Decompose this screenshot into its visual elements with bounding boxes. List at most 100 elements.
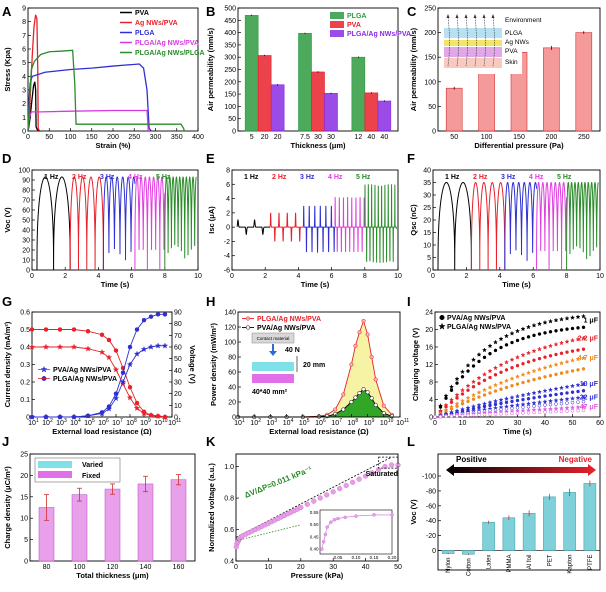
x-tick-label: 4 bbox=[96, 273, 100, 280]
data-point bbox=[325, 414, 330, 419]
x-tick-label: 100 bbox=[74, 564, 86, 571]
x-tick-label: 10 bbox=[348, 420, 356, 427]
data-point bbox=[493, 389, 498, 393]
data-point bbox=[162, 414, 168, 420]
waveform-segment-4 bbox=[566, 181, 599, 271]
data-point bbox=[356, 476, 362, 482]
legend-label: 2 Hz bbox=[272, 174, 287, 181]
bar bbox=[575, 32, 593, 132]
data-point bbox=[499, 345, 503, 350]
x-tick-label: 10 bbox=[98, 420, 106, 427]
x-axis-label: External load resistance (Ω) bbox=[269, 427, 369, 436]
data-point bbox=[564, 315, 570, 321]
data-point bbox=[569, 315, 576, 320]
data-point bbox=[455, 381, 459, 385]
data-point bbox=[471, 384, 476, 389]
data-point bbox=[515, 398, 520, 403]
data-point bbox=[492, 398, 499, 404]
data-point bbox=[28, 343, 36, 350]
bar bbox=[445, 87, 463, 132]
x-tick-label: 10 bbox=[364, 420, 372, 427]
data-point bbox=[515, 382, 520, 386]
x-tick-label: 60 bbox=[596, 420, 604, 427]
data-point bbox=[42, 343, 50, 350]
data-point bbox=[120, 370, 126, 375]
data-point bbox=[553, 405, 559, 411]
y-tick-label: 0 bbox=[432, 129, 436, 136]
inset-pointer bbox=[236, 524, 301, 541]
capacitor-label: 47 μF bbox=[580, 404, 599, 411]
data-point bbox=[488, 391, 492, 395]
y-tick-label: 140 bbox=[224, 310, 236, 317]
waveform-segment-3 bbox=[536, 181, 568, 271]
data-point bbox=[510, 399, 514, 404]
data-point bbox=[542, 406, 548, 412]
data-point bbox=[558, 385, 565, 391]
data-point bbox=[525, 370, 532, 376]
inset-data-point bbox=[354, 514, 358, 518]
positive-label: Positive bbox=[456, 455, 487, 464]
data-point bbox=[510, 384, 514, 388]
agnw-layer bbox=[444, 40, 502, 46]
y-tick-label: 120 bbox=[224, 325, 236, 332]
legend-label: 2 Hz bbox=[72, 174, 87, 181]
data-point bbox=[514, 373, 521, 379]
air-flow-arrow bbox=[491, 14, 495, 18]
data-point bbox=[298, 504, 304, 511]
bar bbox=[137, 483, 154, 562]
panel-letter-i: I bbox=[407, 294, 411, 309]
x-tick-label: 8 bbox=[565, 273, 569, 280]
inset-layer-label: Skin bbox=[505, 59, 518, 66]
waveform-segment-4 bbox=[364, 184, 397, 263]
waveform-segment-3 bbox=[334, 197, 366, 253]
data-point bbox=[381, 403, 386, 408]
legend-swatch bbox=[330, 30, 344, 37]
data-point bbox=[493, 412, 498, 416]
x-tick-label: PET bbox=[547, 554, 553, 566]
capacitor-label: 1 μF bbox=[584, 317, 599, 324]
x-tick-exponent: 6 bbox=[106, 418, 109, 424]
x-tick-label: Kapton bbox=[568, 555, 574, 574]
bar bbox=[351, 56, 366, 132]
x-tick-label: 6 bbox=[330, 273, 334, 280]
data-point bbox=[509, 375, 515, 381]
data-point bbox=[369, 470, 375, 476]
inset-data-point bbox=[372, 513, 376, 517]
x-tick-exponent: 2 bbox=[258, 418, 261, 424]
data-point bbox=[460, 402, 465, 406]
x-tick-label: 400 bbox=[192, 134, 204, 141]
bar bbox=[244, 15, 259, 132]
y-tick-label: 35 bbox=[423, 180, 431, 187]
x-tick-label: 10 bbox=[394, 273, 402, 280]
data-point bbox=[482, 355, 487, 360]
x-tick-label: 4 bbox=[498, 273, 502, 280]
data-point bbox=[525, 324, 532, 330]
inset-layer-label: Environment bbox=[505, 17, 542, 24]
plot-frame bbox=[437, 453, 601, 571]
y-axis-label: Normalized voltage (a.u.) bbox=[207, 463, 216, 552]
y-tick-label: 7 bbox=[22, 33, 26, 40]
air-flow-path bbox=[456, 15, 459, 67]
data-point bbox=[492, 365, 499, 371]
y-tick-label: 70 bbox=[22, 198, 30, 205]
inset-data-point bbox=[320, 547, 324, 551]
data-point bbox=[564, 384, 570, 390]
x-tick-exponent: 3 bbox=[274, 418, 277, 424]
data-point bbox=[542, 344, 548, 350]
data-point bbox=[575, 382, 581, 388]
x-tick-label: 150 bbox=[513, 134, 525, 141]
y-right-tick-label: 30 bbox=[174, 380, 182, 387]
data-point bbox=[520, 352, 526, 358]
legend-label: PLGA/Ag NWs/PVA bbox=[53, 376, 117, 383]
data-point bbox=[488, 351, 492, 356]
data-point bbox=[559, 328, 564, 332]
inset-y-tick-label: 0.40 bbox=[310, 547, 319, 552]
data-point bbox=[537, 410, 542, 414]
x-axis-label: Pressure (kPa) bbox=[291, 571, 344, 580]
x-tick-label: 30 bbox=[514, 420, 522, 427]
x-axis-label: Time (s) bbox=[101, 280, 130, 289]
data-point bbox=[343, 482, 349, 489]
y-tick-label: 2 bbox=[22, 101, 26, 108]
y-tick-label: 20 bbox=[423, 218, 431, 225]
data-point bbox=[134, 327, 140, 332]
